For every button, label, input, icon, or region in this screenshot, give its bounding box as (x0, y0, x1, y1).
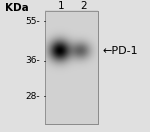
Text: 1: 1 (57, 1, 64, 11)
Text: ←PD-1: ←PD-1 (102, 46, 138, 56)
Text: 2: 2 (80, 1, 87, 11)
Text: 55-: 55- (25, 17, 40, 26)
Bar (45, 11, 98, 124)
Text: 36-: 36- (25, 56, 40, 65)
Text: KDa: KDa (4, 3, 28, 13)
Bar (45, 11, 98, 124)
Text: 28-: 28- (25, 92, 40, 101)
